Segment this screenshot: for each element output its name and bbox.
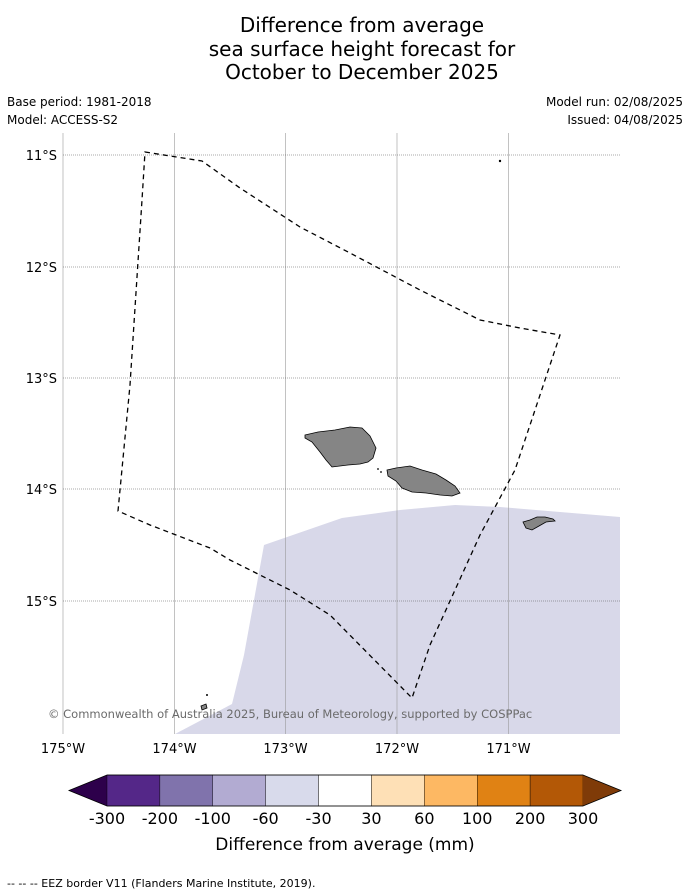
colorbar-segment <box>318 774 372 807</box>
lon-label-174w: 174°W <box>152 742 196 757</box>
island-small-sw <box>200 703 208 711</box>
colorbar-tick-label: -200 <box>142 809 178 828</box>
colorbar-labels: -300 -200 -100 -60 -30 30 60 100 200 300 <box>89 809 598 828</box>
eez-border <box>117 151 561 700</box>
island-dot-4 <box>380 471 382 473</box>
anomaly-region <box>175 505 620 734</box>
issued-date: Issued: 04/08/2025 <box>567 113 683 127</box>
base-period: Base period: 1981-2018 <box>7 95 152 109</box>
colorbar-tick-label: -300 <box>89 809 125 828</box>
lon-label-171w: 171°W <box>486 742 530 757</box>
colorbar-extend-low <box>69 775 107 806</box>
island-savaii <box>304 426 377 468</box>
colorbar-tick-label: -100 <box>195 809 231 828</box>
colorbar-segment <box>477 774 531 807</box>
copyright-credit: © Commonwealth of Australia 2025, Bureau… <box>48 707 532 721</box>
colorbar-segment <box>212 774 266 807</box>
colorbar-tick-label: 200 <box>515 809 546 828</box>
island-tutuila <box>522 516 556 531</box>
anomaly-field <box>175 505 620 734</box>
colorbar-tick-label: 300 <box>568 809 599 828</box>
model-run: Model run: 02/08/2025 <box>545 95 683 109</box>
colorbar-tick-label: 30 <box>361 809 381 828</box>
title-line-1: Difference from average <box>239 13 485 37</box>
colorbar-tick-label: 100 <box>462 809 493 828</box>
lat-label-15s: 15°S <box>26 595 57 610</box>
lat-label-11s: 11°S <box>26 149 57 164</box>
colorbar-segment <box>265 774 319 807</box>
colorbar-segment <box>371 774 425 807</box>
colorbar-segment <box>106 774 161 807</box>
island-dot-1 <box>206 694 208 696</box>
model-name: Model: ACCESS-S2 <box>7 113 119 127</box>
island-dot-3 <box>377 468 379 470</box>
colorbar-segment <box>529 774 584 807</box>
colorbar-extend-high <box>583 775 621 806</box>
title-line-3: October to December 2025 <box>225 60 499 84</box>
map-title: Difference from average sea surface heig… <box>0 13 690 85</box>
island-dot-2 <box>498 159 502 163</box>
colorbar-title: Difference from average (mm) <box>215 835 474 855</box>
colorbar-tick-label: 60 <box>414 809 434 828</box>
colorbar-tick-label: -30 <box>305 809 331 828</box>
lon-axis: 175°W 174°W 173°W 172°W 171°W <box>41 742 531 757</box>
colorbar <box>67 774 623 807</box>
lat-label-13s: 13°S <box>26 372 57 387</box>
grid <box>62 133 620 734</box>
lon-label-173w: 173°W <box>263 742 307 757</box>
lon-label-172w: 172°W <box>375 742 419 757</box>
colorbar-tick-label: -60 <box>253 809 279 828</box>
lat-label-14s: 14°S <box>26 483 57 498</box>
lat-label-12s: 12°S <box>26 261 57 276</box>
land <box>200 159 556 711</box>
lat-axis: 11°S 12°S 13°S 14°S 15°S <box>26 149 57 610</box>
eez-legend: -- -- -- EEZ border V11 (Flanders Marine… <box>7 877 316 890</box>
colorbar-outline <box>67 774 623 807</box>
island-upolu <box>386 465 461 497</box>
lon-label-175w: 175°W <box>41 742 85 757</box>
colorbar-segment <box>424 774 478 807</box>
colorbar-segment <box>159 774 213 807</box>
title-line-2: sea surface height forecast for <box>208 36 516 61</box>
